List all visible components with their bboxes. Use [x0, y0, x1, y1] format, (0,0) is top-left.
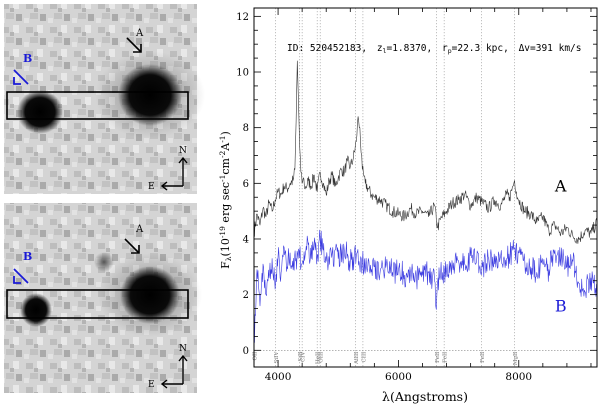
line-marker-label-1: SiIV [274, 351, 280, 364]
line-marker-label-3: CIV [301, 351, 307, 362]
series-line-a [253, 60, 598, 244]
label-a: A [135, 28, 144, 39]
compass: N E [148, 146, 188, 192]
x-axis-label: λ(Angstroms) [382, 389, 468, 404]
source-a-blob [118, 64, 182, 126]
compass-east: E [148, 182, 155, 192]
compass-north: N [179, 146, 187, 156]
x-tick-label-4000: 4000 [265, 371, 292, 383]
label-a: A [135, 224, 144, 235]
y-tick-label-12: 12 [236, 12, 249, 23]
slit-box [6, 91, 189, 120]
y-tick-label-0: 0 [243, 346, 249, 357]
plot-frame [253, 7, 598, 368]
line-marker-label-11: MgII [513, 352, 519, 366]
source-b-blob [20, 293, 52, 327]
image-panel-top: A B N E [4, 4, 205, 194]
line-marker-label-9: FeII [443, 352, 449, 363]
label-b: B [23, 52, 32, 65]
x-tick-label-6000: 6000 [385, 371, 412, 383]
line-marker-label-5: OIII [319, 352, 325, 363]
slit-box [6, 289, 189, 319]
series-layer [253, 60, 598, 343]
line-marker-label-0: OII [253, 352, 259, 361]
source-a-blob [120, 266, 180, 324]
faint-source-blob [94, 252, 114, 272]
y-tick-label-4: 4 [243, 234, 249, 245]
source-b-blob [17, 90, 63, 134]
series-annotations: AB [554, 177, 567, 316]
line-marker-label-10: FeII [480, 352, 486, 363]
x-axis-ticks: 4000 6000 8000 [253, 8, 592, 383]
marker-a: A [124, 224, 144, 254]
series-label-a: A [554, 177, 567, 196]
line-marker-label-4: HeII [316, 352, 322, 364]
y-tick-label-10: 10 [236, 68, 249, 79]
compass: N E [148, 344, 188, 390]
compass-north: N [179, 344, 187, 354]
line-marker-label-2: SiII [298, 352, 304, 362]
line-marker-label-7: CIII [361, 352, 367, 363]
chart-title: ID: 520452183, zl=1.8370, rp=22.3 kpc, Δ… [287, 43, 581, 55]
label-b: B [23, 250, 32, 263]
y-axis-ticks: 0 2 4 6 8 10 12 [236, 12, 597, 357]
series-label-b: B [555, 296, 567, 315]
y-tick-label-2: 2 [243, 290, 249, 301]
image-panel-bottom: A B N E [4, 203, 202, 393]
series-line-b [253, 229, 598, 343]
y-axis-label: Fλ(10-19 erg sec-1cm-2A-1) [218, 131, 233, 269]
marker-b: B [13, 250, 32, 284]
x-tick-label-8000: 8000 [505, 371, 532, 383]
y-tick-label-6: 6 [243, 179, 249, 190]
line-marker-label-8: FeII [435, 352, 441, 363]
compass-east: E [148, 380, 155, 390]
marker-a: A [126, 28, 144, 53]
marker-b: B [13, 52, 32, 85]
y-tick-label-8: 8 [243, 123, 249, 134]
line-marker-label-6: AlIII [354, 352, 360, 365]
